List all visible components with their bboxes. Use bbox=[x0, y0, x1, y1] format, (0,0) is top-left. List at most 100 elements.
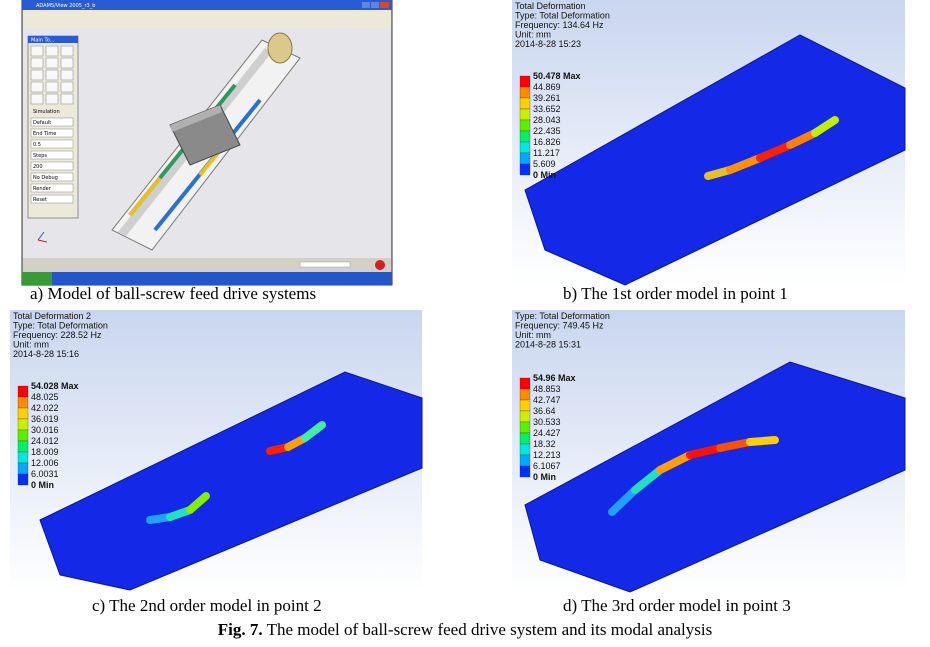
legend-label: 12.213 bbox=[533, 450, 561, 460]
result-info: Total Deformation bbox=[515, 1, 586, 11]
deformed-screw bbox=[750, 440, 775, 442]
result-info: Type: Total Deformation bbox=[13, 321, 108, 331]
legend-swatch bbox=[520, 433, 530, 444]
tool-icon bbox=[46, 46, 58, 56]
legend-swatch bbox=[18, 430, 28, 441]
field-label: Steps bbox=[33, 153, 47, 159]
legend-label: 12.006 bbox=[31, 458, 59, 468]
legend-swatch bbox=[520, 411, 530, 422]
legend-label: 30.016 bbox=[31, 425, 59, 435]
legend-label: 24.427 bbox=[533, 428, 561, 438]
result-info: Type: Total Deformation bbox=[515, 11, 610, 21]
toolbox-title: Main To... bbox=[31, 38, 55, 44]
legend-label: 50.478 Max bbox=[533, 71, 581, 81]
panel-a: ADAMS/View 2005_r3_b Main To... Simulati… bbox=[22, 0, 392, 285]
tool-icon bbox=[46, 82, 58, 92]
legend-label: 5.609 bbox=[533, 159, 556, 169]
legend-label: 24.012 bbox=[31, 436, 59, 446]
legend-label: 48.853 bbox=[533, 384, 561, 394]
figure-caption: Fig. 7. The model of ball-screw feed dri… bbox=[218, 620, 712, 639]
tool-icon bbox=[46, 70, 58, 80]
caption-b: b) The 1st order model in point 1 bbox=[563, 284, 788, 303]
legend-label: 22.435 bbox=[533, 126, 561, 136]
legend-swatch bbox=[18, 386, 28, 397]
legend-label: 0 Min bbox=[533, 472, 556, 482]
result-info: Frequency: 134.64 Hz bbox=[515, 20, 604, 30]
legend-label: 18.32 bbox=[533, 439, 556, 449]
result-info: Unit: mm bbox=[515, 30, 551, 40]
legend-swatch bbox=[520, 131, 530, 142]
result-info: Frequency: 228.52 Hz bbox=[13, 330, 102, 340]
legend-label: 42.747 bbox=[533, 395, 561, 405]
legend-label: 36.019 bbox=[31, 414, 59, 424]
legend-swatch bbox=[520, 120, 530, 131]
result-info: 2014-8-28 15:23 bbox=[515, 39, 581, 49]
legend-swatch bbox=[520, 422, 530, 433]
legend-label: 28.043 bbox=[533, 115, 561, 125]
legend-swatch bbox=[520, 444, 530, 455]
field-label: Simulation bbox=[33, 109, 60, 115]
window-title: ADAMS/View 2005_r3_b bbox=[36, 3, 95, 9]
legend-swatch bbox=[18, 419, 28, 430]
caption-a: a) Model of ball-screw feed drive system… bbox=[30, 284, 316, 303]
legend-label: 39.261 bbox=[533, 93, 561, 103]
field-label: End Time bbox=[33, 131, 56, 137]
fea-panel: Total DeformationType: Total Deformation… bbox=[512, 0, 905, 285]
legend-label: 30.533 bbox=[533, 417, 561, 427]
legend-swatch bbox=[520, 466, 530, 477]
legend-swatch bbox=[520, 400, 530, 411]
tool-icon bbox=[31, 46, 43, 56]
legend-swatch bbox=[18, 441, 28, 452]
legend-label: 54.028 Max bbox=[31, 381, 79, 391]
figure-text: The model of ball-screw feed drive syste… bbox=[267, 620, 713, 639]
figure: ADAMS/View 2005_r3_b Main To... Simulati… bbox=[0, 0, 930, 647]
legend-swatch bbox=[520, 164, 530, 175]
toolbox-icons bbox=[31, 46, 73, 104]
legend-label: 48.025 bbox=[31, 392, 59, 402]
legend-label: 18.009 bbox=[31, 447, 59, 457]
legend-swatch bbox=[18, 463, 28, 474]
caption-c: c) The 2nd order model in point 2 bbox=[92, 596, 322, 615]
legend-swatch bbox=[520, 109, 530, 120]
legend-label: 0 Min bbox=[533, 170, 556, 180]
result-info: 2014-8-28 15:16 bbox=[13, 349, 79, 359]
legend-label: 54.96 Max bbox=[533, 373, 576, 383]
field-label: Render bbox=[33, 186, 52, 192]
tool-icon bbox=[31, 70, 43, 80]
tool-icon bbox=[46, 94, 58, 104]
result-info: Type: Total Deformation bbox=[515, 311, 610, 321]
figure-label: Fig. 7. bbox=[218, 620, 263, 639]
tool-icon bbox=[61, 82, 73, 92]
tool-icon bbox=[61, 70, 73, 80]
field-label: No Debug bbox=[33, 175, 58, 181]
legend-swatch bbox=[520, 76, 530, 87]
result-info: Total Deformation 2 bbox=[13, 311, 91, 321]
result-info: Frequency: 749.45 Hz bbox=[515, 321, 604, 331]
tool-icon bbox=[31, 82, 43, 92]
legend-label: 36.64 bbox=[533, 406, 556, 416]
legend-swatch bbox=[520, 153, 530, 164]
result-info: Unit: mm bbox=[13, 340, 49, 350]
legend-label: 6.1067 bbox=[533, 461, 561, 471]
legend-swatch bbox=[520, 142, 530, 153]
legend-label: 33.652 bbox=[533, 104, 561, 114]
legend-label: 0 Min bbox=[31, 480, 54, 490]
legend-swatch bbox=[18, 474, 28, 485]
legend-label: 11.217 bbox=[533, 148, 560, 158]
legend-label: 44.869 bbox=[533, 82, 561, 92]
legend-swatch bbox=[18, 397, 28, 408]
caption-d: d) The 3rd order model in point 3 bbox=[563, 596, 791, 615]
legend-swatch bbox=[520, 87, 530, 98]
page: ADAMS/View 2005_r3_b Main To... Simulati… bbox=[0, 0, 930, 647]
result-info: Unit: mm bbox=[515, 330, 551, 340]
legend-label: 16.826 bbox=[533, 137, 561, 147]
legend-swatch bbox=[520, 378, 530, 389]
fea-panel: Total Deformation 2Type: Total Deformati… bbox=[10, 310, 422, 592]
legend-swatch bbox=[520, 98, 530, 109]
tool-icon bbox=[46, 58, 58, 68]
legend-swatch bbox=[18, 452, 28, 463]
tool-icon bbox=[31, 94, 43, 104]
field-label: Default bbox=[33, 120, 51, 126]
